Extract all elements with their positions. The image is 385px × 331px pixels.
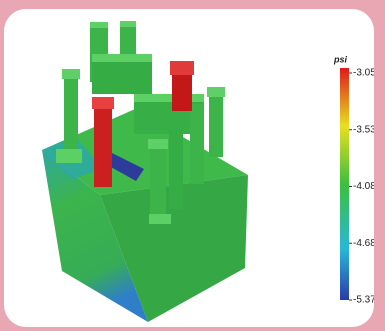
colorbar xyxy=(340,68,349,300)
colorbar-label: -3.050 xyxy=(353,68,374,79)
colorbar-label: -5.371 xyxy=(353,295,374,306)
colorbar-label: -3.536 xyxy=(353,124,374,135)
scene: psi -3.050 -3.536 -4.080 -4.689 -5.371 xyxy=(42,21,374,322)
colorbar-label: -4.689 xyxy=(353,238,374,249)
colorbar-label: -4.080 xyxy=(353,181,374,192)
colorbar-title: psi xyxy=(333,54,348,64)
render-card: psi -3.050 -3.536 -4.080 -4.689 -5.371 xyxy=(4,9,374,327)
model xyxy=(42,21,248,322)
